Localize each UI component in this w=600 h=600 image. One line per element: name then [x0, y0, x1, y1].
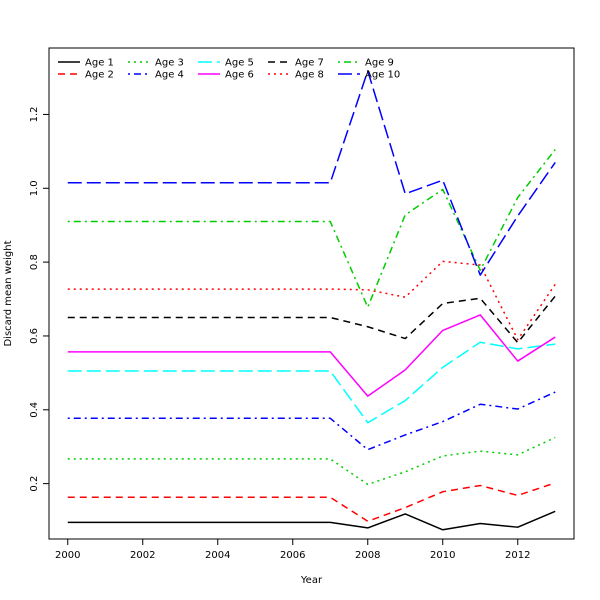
legend-label-age-7: Age 7 — [295, 58, 324, 69]
legend-label-age-8: Age 8 — [295, 70, 324, 81]
y-tick-label: 1.2 — [29, 106, 40, 122]
series-layer — [67, 70, 556, 531]
x-tick-label: 2006 — [280, 550, 305, 561]
series-line-age-1 — [67, 510, 556, 531]
y-tick-label: 0.4 — [29, 402, 40, 418]
x-tick-label: 2004 — [205, 550, 230, 561]
legend-label-age-5: Age 5 — [225, 58, 254, 69]
legend-label-age-1: Age 1 — [85, 58, 114, 69]
x-axis: 2000 2002 2004 2006 2008 2010 2012 — [55, 538, 530, 561]
x-tick-label: 2008 — [355, 550, 380, 561]
x-tick-label: 2010 — [430, 550, 455, 561]
legend-label-age-9: Age 9 — [365, 58, 394, 69]
legend-label-age-4: Age 4 — [155, 70, 184, 81]
y-tick-label: 1.0 — [29, 180, 40, 196]
series-line-age-2 — [67, 482, 556, 523]
legend-label-age-2: Age 2 — [85, 70, 114, 81]
y-axis: 0.2 0.4 0.6 0.8 1.0 1.2 — [29, 106, 50, 492]
x-tick-label: 2000 — [55, 550, 80, 561]
series-line-age-4 — [67, 391, 556, 451]
legend-label-age-3: Age 3 — [155, 58, 184, 69]
legend-label-age-10: Age 10 — [365, 70, 400, 81]
legend-label-age-6: Age 6 — [225, 70, 254, 81]
series-line-age-10 — [67, 70, 556, 276]
series-line-age-7 — [67, 295, 556, 344]
x-tick-label: 2002 — [130, 550, 155, 561]
x-axis-title: Year — [300, 575, 323, 586]
series-line-age-6 — [67, 314, 556, 397]
series-line-age-5 — [67, 341, 556, 424]
y-tick-label: 0.8 — [29, 254, 40, 270]
y-axis-title: Discard mean weight — [3, 240, 14, 346]
y-tick-label: 0.6 — [29, 328, 40, 344]
x-tick-label: 2012 — [505, 550, 530, 561]
series-line-age-8 — [67, 260, 556, 341]
y-tick-label: 0.2 — [29, 476, 40, 492]
